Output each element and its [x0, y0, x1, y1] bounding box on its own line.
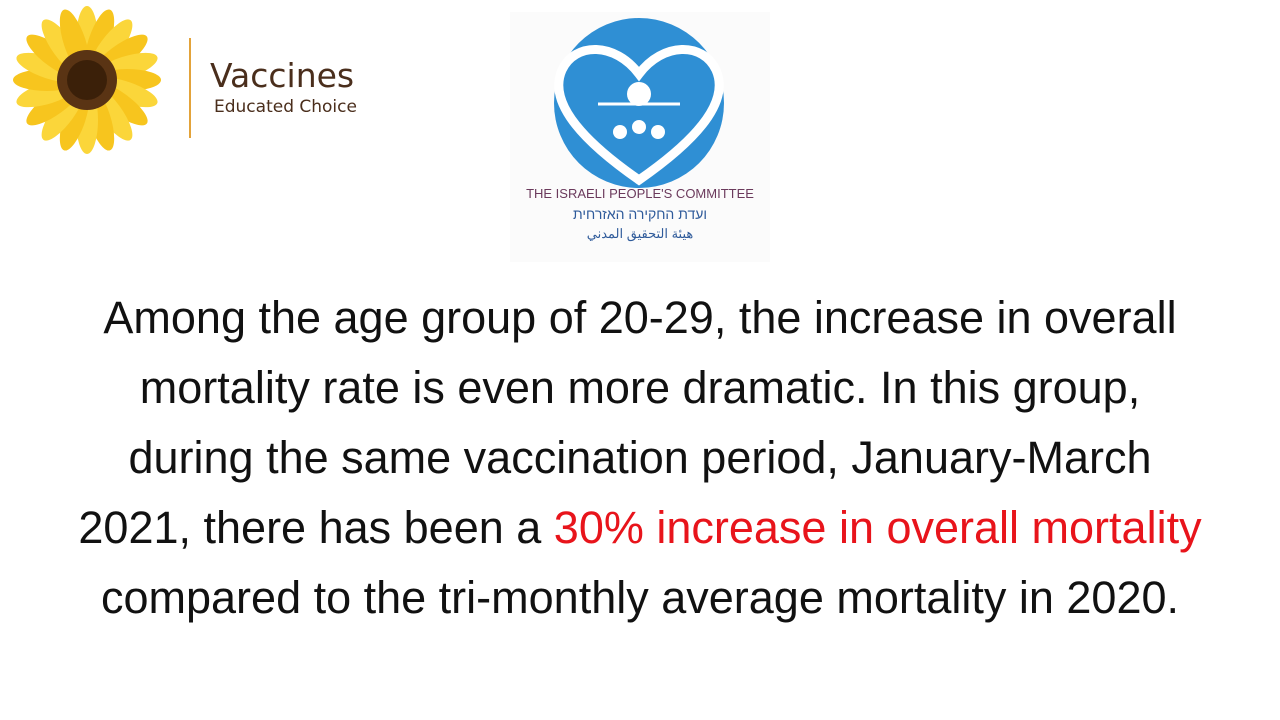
brand-name: Vaccines — [210, 56, 355, 95]
divider — [189, 38, 191, 138]
text-line: during the same vaccination period, Janu… — [0, 423, 1280, 493]
committee-english: THE ISRAELI PEOPLE'S COMMITTEE — [526, 186, 754, 201]
committee-hebrew: ועדת החקירה האזרחית — [573, 206, 707, 222]
brand-tagline: Educated Choice — [214, 97, 357, 117]
body-text: Among the age group of 20-29, the increa… — [0, 283, 1280, 633]
text-line: Among the age group of 20-29, the increa… — [0, 283, 1280, 353]
text-line: 2021, there has been a 30% increase in o… — [0, 493, 1280, 563]
text-line: mortality rate is even more dramatic. In… — [0, 353, 1280, 423]
committee-arabic: هيئة التحقيق المدني — [586, 226, 694, 241]
text-segment: mortality rate is even more dramatic. In… — [139, 362, 1141, 413]
flower-core — [67, 60, 107, 100]
text-segment: 30% increase in overall mortality — [553, 502, 1202, 553]
committee-logo — [510, 12, 770, 262]
text-segment: during the same vaccination period, Janu… — [128, 432, 1152, 483]
sunflower-logo — [13, 6, 161, 154]
text-segment: Among the age group of 20-29, the increa… — [103, 292, 1177, 343]
text-segment: 2021, there has been a — [78, 502, 554, 553]
text-line: compared to the tri-monthly average mort… — [0, 563, 1280, 633]
text-segment: compared to the tri-monthly average mort… — [100, 572, 1180, 623]
